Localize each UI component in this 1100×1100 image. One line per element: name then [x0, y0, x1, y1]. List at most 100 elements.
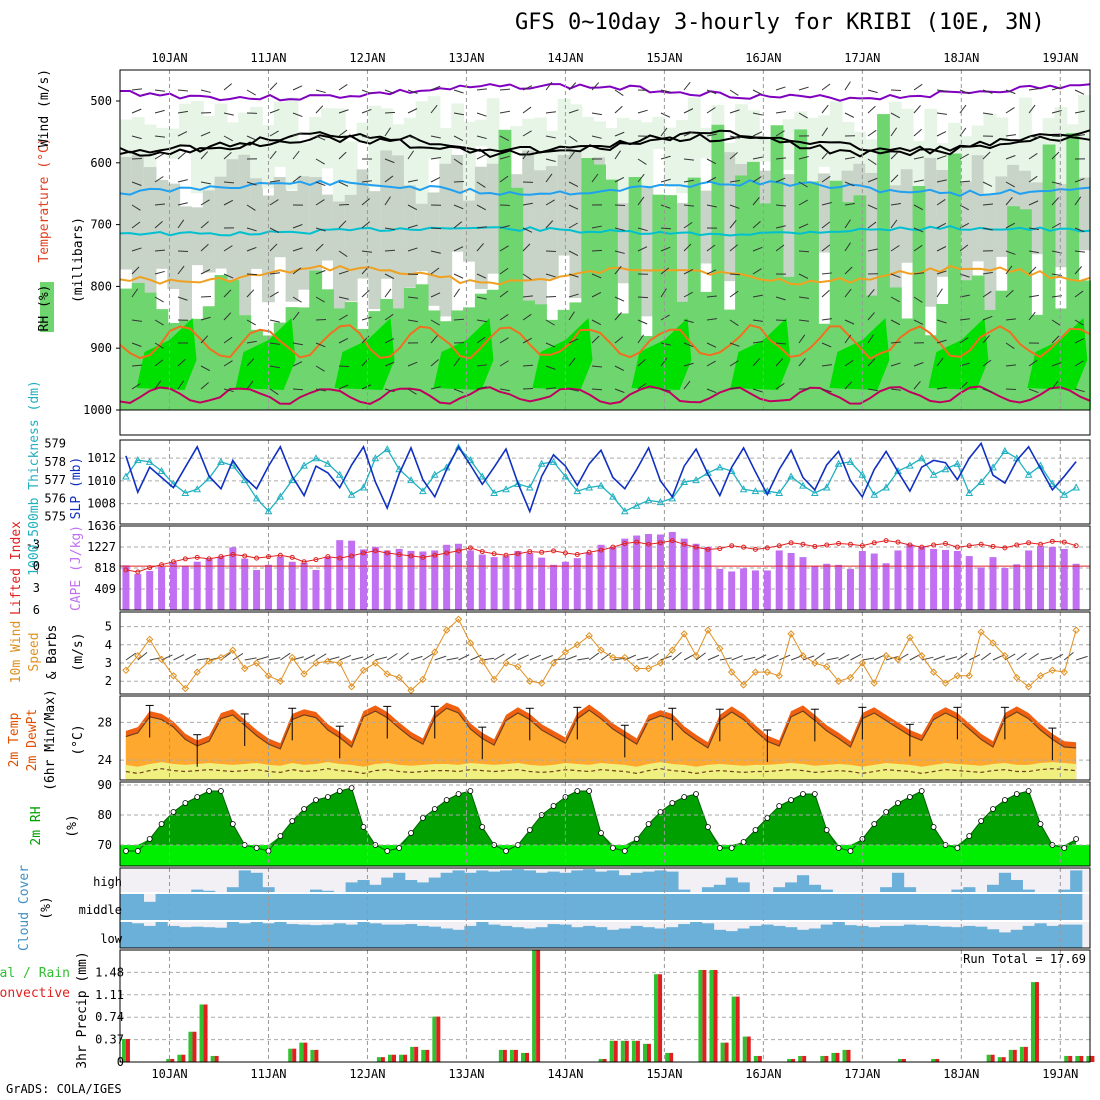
cloud-bar-low: [309, 925, 323, 948]
cape-bar: [1072, 563, 1080, 610]
rh2m-point: [930, 824, 937, 830]
rh-cell-light: [841, 121, 855, 174]
rh2m-point: [277, 833, 284, 839]
wind-barb: [545, 173, 553, 183]
rh-cell-green: [687, 177, 701, 410]
rh2m-point: [170, 809, 177, 815]
wind-barb: [384, 111, 396, 114]
date-tick-top: 12JAN: [349, 51, 385, 65]
wind-barb: [683, 108, 694, 114]
wind-barb: [591, 135, 602, 139]
rh2m-point: [835, 845, 842, 851]
rh-patch-bright: [532, 318, 593, 390]
precip-convective-bar: [1090, 1055, 1095, 1062]
cloud-bar-middle: [951, 894, 964, 920]
cloud-bar-high: [796, 875, 810, 892]
lifted-index-point: [206, 556, 212, 562]
wind-barb: [361, 221, 371, 229]
wind-speed-point: [739, 681, 748, 689]
precip-convective-bar: [380, 1057, 385, 1062]
wind-barb: [430, 157, 441, 160]
ylabel-thickness: 1000-500mb Thickness (dm): [27, 380, 42, 576]
rh2m-point: [158, 821, 165, 827]
wind-barb: [614, 131, 625, 137]
thickness-point: [775, 488, 784, 496]
lifted-index-point: [1002, 545, 1008, 551]
cloud-bar-middle: [844, 894, 857, 920]
cloud-bar-middle: [1034, 894, 1047, 920]
rh2m-point: [455, 791, 462, 797]
rh-cell-light: [155, 127, 169, 150]
wind-barb: [752, 319, 763, 322]
wind-barb-10m: [838, 653, 850, 661]
wind-barb-10m: [315, 653, 327, 661]
temp-contour-freezing: [119, 129, 1091, 155]
wind-speed-point: [300, 670, 308, 678]
rh-cell-green: [1007, 206, 1021, 410]
cloud-bar-low: [583, 925, 596, 948]
wind-barb: [1074, 360, 1084, 367]
cape-bar: [383, 550, 391, 610]
wind-barb: [430, 250, 441, 254]
wind-barb: [269, 243, 278, 252]
wind-barb: [476, 154, 487, 160]
wind-barb: [407, 388, 417, 395]
cloud-bar-low: [690, 922, 703, 948]
wind-barb: [315, 296, 325, 303]
wind-speed-point: [134, 652, 142, 660]
cloud-bar-high: [369, 884, 382, 892]
cape-bar: [787, 553, 795, 610]
lifted-index-point: [218, 554, 224, 560]
wind-barb: [614, 296, 625, 302]
wind-barb-10m: [470, 654, 482, 661]
rh2m-point: [966, 833, 973, 839]
date-tick-top: 15JAN: [646, 51, 682, 65]
cloud-bar-middle: [915, 894, 928, 920]
cloud-bar-low: [808, 928, 822, 948]
rh-cell-light: [321, 108, 334, 169]
wind-barb: [269, 150, 277, 160]
ylabel-cloud-units: (%): [39, 896, 54, 919]
rh-cell-mid: [463, 200, 476, 262]
wind-barb: [890, 341, 902, 344]
lifted-index-point: [384, 550, 390, 556]
rh-cell-green: [806, 181, 819, 410]
wind-barb: [131, 181, 142, 186]
cloud-bar-low: [416, 925, 430, 948]
rh2m-point: [681, 794, 688, 800]
thickness-point: [941, 465, 950, 473]
cloud-bar-high: [393, 872, 406, 892]
wind-barb-10m: [256, 656, 269, 661]
wind-speed-point: [454, 615, 463, 623]
ylabel-temperature: Temperature (°C): [37, 137, 52, 262]
thickness-point: [419, 487, 427, 495]
thickness-point: [656, 498, 665, 506]
wind-barb: [131, 342, 142, 347]
wind-barb: [1005, 342, 1015, 350]
pressure-tick-label: 600: [90, 156, 112, 170]
wind-barb: [200, 316, 211, 321]
wind-barb: [568, 311, 575, 321]
rh-cell-green: [888, 287, 902, 410]
cape-bar: [538, 557, 546, 610]
cape-bar: [941, 549, 949, 610]
cloud-bar-middle: [963, 894, 976, 920]
cloud-bar-low: [523, 928, 536, 948]
cloud-bar-high: [595, 871, 608, 892]
wind-barb: [1005, 89, 1016, 95]
cloud-bar-low: [214, 927, 228, 948]
wind-barb: [407, 135, 418, 140]
lifted-index-point: [871, 540, 877, 546]
rh-patch-bright: [1027, 318, 1088, 390]
rh-cell-mid: [427, 192, 441, 306]
wind-barb-10m: [173, 654, 185, 661]
wind-barb: [614, 365, 625, 371]
wind-barb: [338, 337, 349, 344]
wind-barb: [568, 181, 579, 187]
precip-convective-bar: [303, 1042, 308, 1062]
lifted-index-point: [729, 543, 735, 549]
lifted-index-point: [539, 549, 545, 555]
wind-barb: [568, 357, 576, 367]
thickness-point: [407, 476, 415, 484]
wind-barb: [844, 181, 855, 187]
